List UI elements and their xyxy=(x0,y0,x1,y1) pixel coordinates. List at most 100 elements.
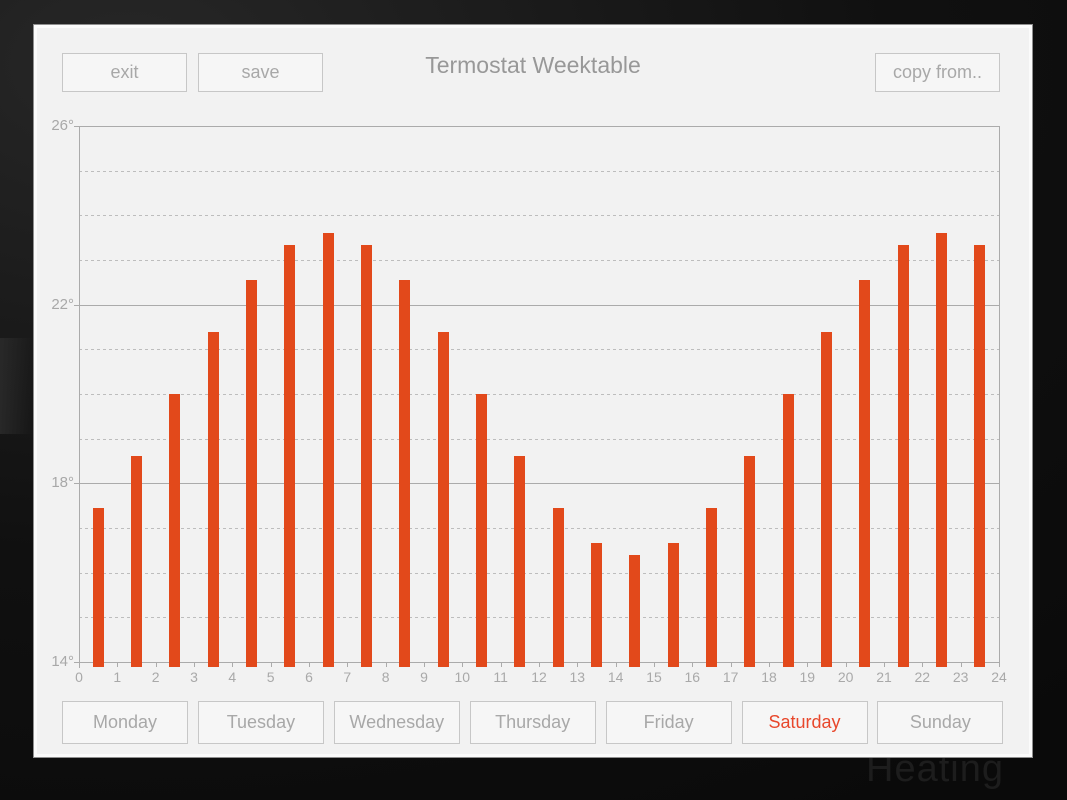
x-tick-label-5: 5 xyxy=(266,669,275,685)
temp-bar-hour-13[interactable] xyxy=(591,542,602,667)
temp-bar-hour-21[interactable] xyxy=(897,245,909,667)
x-tick-label-19: 19 xyxy=(799,669,816,685)
y-tick-label-22: 22° xyxy=(51,295,74,313)
x-tick-20 xyxy=(845,662,847,667)
day-tab-label: Friday xyxy=(643,712,694,732)
x-tick-15 xyxy=(654,662,655,667)
gridline-15-degrees xyxy=(79,617,999,619)
x-tick-label-1: 1 xyxy=(113,669,122,685)
x-tick-21 xyxy=(884,662,885,667)
x-tick-label-2: 2 xyxy=(151,669,160,685)
x-tick-label-20: 20 xyxy=(837,669,854,685)
day-tab-wednesday[interactable]: Wednesday xyxy=(333,701,460,744)
temp-bar-hour-2[interactable] xyxy=(169,394,181,667)
temp-bar-hour-5[interactable] xyxy=(284,245,296,667)
x-tick-9 xyxy=(424,662,425,667)
x-tick-label-10: 10 xyxy=(454,669,471,685)
x-tick-label-14: 14 xyxy=(607,669,624,685)
x-tick-1 xyxy=(117,662,119,667)
y-tick-label-18: 18° xyxy=(51,474,74,492)
x-tick-17 xyxy=(730,662,732,667)
x-tick-18 xyxy=(769,662,770,667)
x-tick-label-12: 12 xyxy=(531,669,547,685)
temp-bar-hour-15[interactable] xyxy=(667,542,679,667)
gridline-18-degrees xyxy=(74,483,999,485)
temp-bar-hour-1[interactable] xyxy=(131,455,142,667)
x-tick-label-9: 9 xyxy=(420,669,428,685)
temp-bar-hour-16[interactable] xyxy=(706,507,717,667)
copy-from-button[interactable]: copy from.. xyxy=(875,53,1000,92)
x-tick-4 xyxy=(232,662,234,667)
x-tick-label-18: 18 xyxy=(761,669,777,685)
day-tabs: Monday Tuesday Wednesday Thursday Friday Satu… xyxy=(34,701,1032,744)
x-tick-label-23: 23 xyxy=(952,669,969,685)
temp-bar-hour-12[interactable] xyxy=(552,507,564,667)
thermostat-weektable-window: exit save Termostat Weektable copy from.… xyxy=(33,24,1033,758)
x-tick-14 xyxy=(615,662,617,667)
x-tick-24 xyxy=(999,662,1000,667)
temp-bar-hour-11[interactable] xyxy=(514,455,526,667)
x-tick-label-15: 15 xyxy=(646,669,662,685)
temp-bar-hour-10[interactable] xyxy=(476,394,487,667)
gridline-21-degrees xyxy=(79,349,999,351)
day-tab-tuesday[interactable]: Tuesday xyxy=(197,701,324,744)
temp-bar-hour-23[interactable] xyxy=(974,245,986,667)
x-tick-22 xyxy=(922,662,924,667)
x-tick-label-0: 0 xyxy=(75,669,83,685)
x-tick-2 xyxy=(155,662,157,667)
day-tab-label: Saturday xyxy=(768,712,841,732)
x-tick-label-13: 13 xyxy=(569,669,586,685)
x-tick-19 xyxy=(807,662,809,667)
gridline-14-degrees xyxy=(74,662,999,663)
temp-bar-hour-9[interactable] xyxy=(437,332,449,667)
x-tick-label-11: 11 xyxy=(493,669,508,685)
x-tick-label-7: 7 xyxy=(343,669,352,685)
x-tick-label-3: 3 xyxy=(190,669,198,685)
day-tab-saturday[interactable]: Saturday xyxy=(741,701,868,744)
temp-bar-hour-17[interactable] xyxy=(744,455,756,667)
save-button[interactable]: save xyxy=(198,53,323,92)
x-tick-5 xyxy=(270,662,272,667)
day-tab-label: Wednesday xyxy=(349,712,445,732)
x-tick-7 xyxy=(347,662,349,667)
temp-bar-hour-18[interactable] xyxy=(782,394,794,667)
temp-bar-hour-3[interactable] xyxy=(207,332,219,667)
gridline-24-degrees xyxy=(79,215,999,217)
temp-bar-hour-4[interactable] xyxy=(246,280,257,667)
temp-bar-hour-8[interactable] xyxy=(399,280,411,667)
x-tick-6 xyxy=(309,662,310,667)
temp-bar-hour-0[interactable] xyxy=(92,507,104,667)
x-tick-23 xyxy=(960,662,962,667)
gridline-25-degrees xyxy=(79,170,999,172)
day-tab-sunday[interactable]: Sunday xyxy=(877,701,1004,744)
day-tab-label: Monday xyxy=(92,712,158,732)
temp-bar-hour-14[interactable] xyxy=(629,554,641,667)
day-tab-label: Thursday xyxy=(495,712,571,732)
temp-bar-hour-7[interactable] xyxy=(361,245,372,667)
x-tick-label-4: 4 xyxy=(228,669,237,685)
x-tick-10 xyxy=(462,662,464,667)
x-tick-0 xyxy=(79,662,80,667)
x-tick-label-6: 6 xyxy=(305,669,313,685)
x-tick-label-16: 16 xyxy=(684,669,701,685)
day-tab-thursday[interactable]: Thursday xyxy=(469,701,596,744)
day-tab-friday[interactable]: Friday xyxy=(605,701,732,744)
x-tick-12 xyxy=(539,662,540,667)
gridline-20-degrees xyxy=(79,394,999,395)
temp-bar-hour-6[interactable] xyxy=(322,233,334,667)
exit-button[interactable]: exit xyxy=(62,53,187,92)
x-tick-11 xyxy=(500,662,502,667)
gridline-19-degrees xyxy=(79,438,999,440)
day-tab-label: Sunday xyxy=(909,712,971,732)
x-tick-label-21: 21 xyxy=(876,669,892,685)
gridline-17-degrees xyxy=(79,528,999,529)
temp-bar-hour-19[interactable] xyxy=(821,332,832,667)
week-table-chart: 26° 22° 18° 14° 0 1 2 3 4 5 6 7 8 9 10 11 12 13 14 15 16 17 18… xyxy=(34,25,1032,757)
temp-bar-hour-20[interactable] xyxy=(859,280,871,667)
gridline-16-degrees xyxy=(79,572,999,574)
temp-bar-hour-22[interactable] xyxy=(936,233,947,667)
x-tick-label-22: 22 xyxy=(914,669,931,685)
day-tab-monday[interactable]: Monday xyxy=(62,701,188,744)
gridline-26-degrees xyxy=(74,126,999,127)
